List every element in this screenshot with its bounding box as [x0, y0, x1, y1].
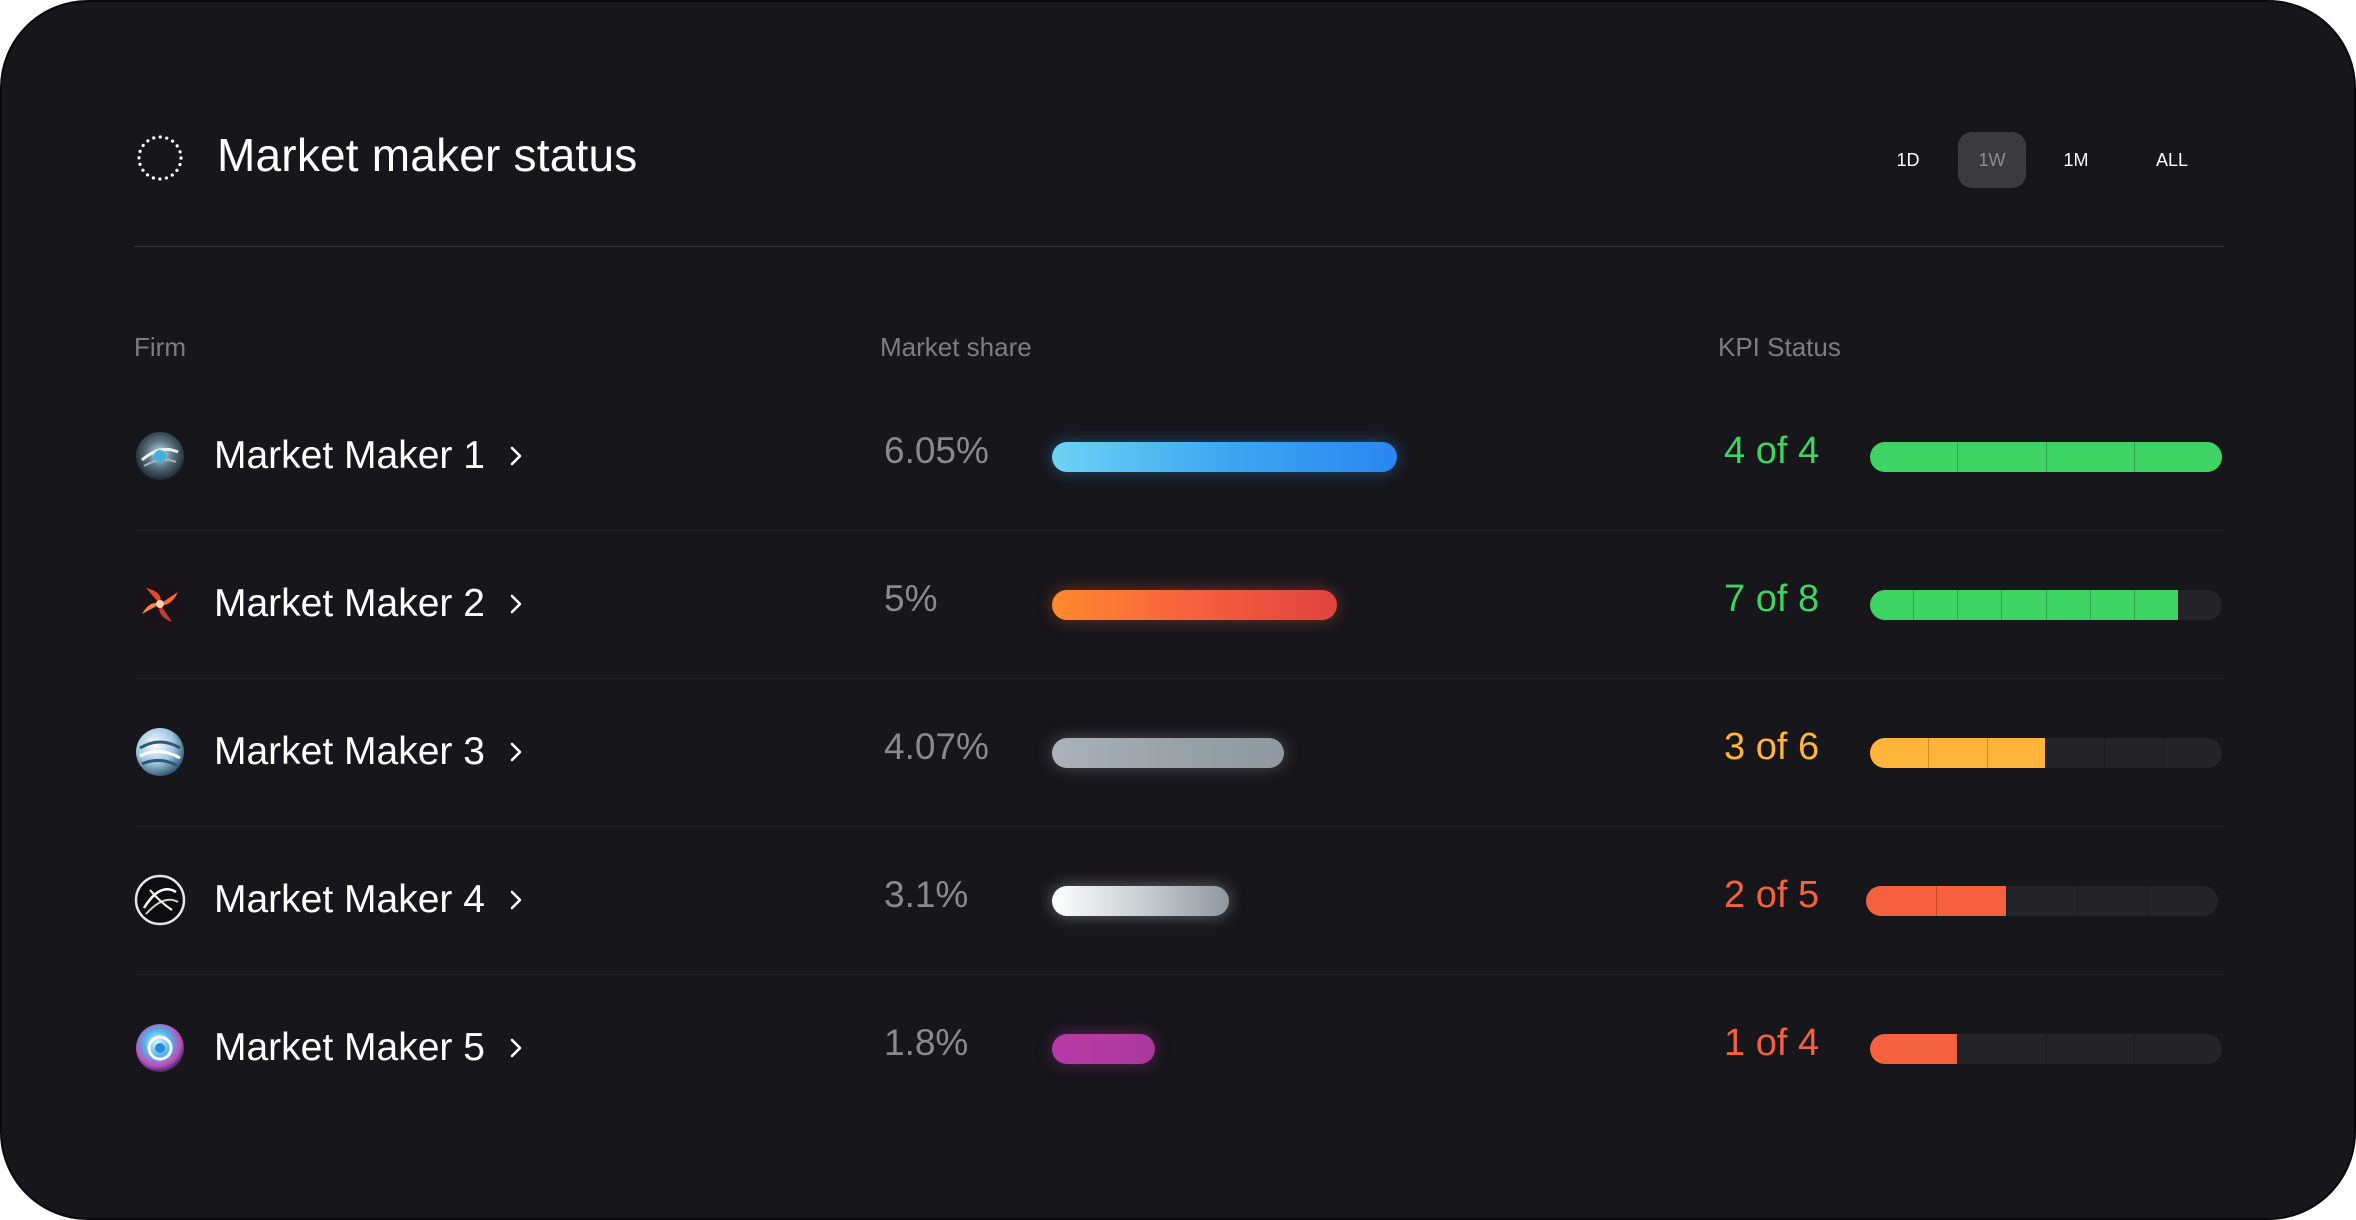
time-range-selector: 1D 1W 1M ALL	[1864, 132, 2220, 188]
chevron-right-icon	[510, 1038, 522, 1058]
firm-name: Market Maker 2	[214, 582, 485, 625]
firm-link[interactable]: Market Maker 3	[214, 724, 523, 780]
header-divider	[134, 246, 2224, 247]
kpi-segment-pending	[2147, 886, 2218, 916]
kpi-segment-complete	[1870, 738, 1928, 768]
avatar-2-icon	[136, 580, 184, 628]
kpi-segment-pending	[1957, 1034, 2045, 1064]
row-divider	[134, 974, 2224, 975]
chevron-right-icon	[510, 742, 522, 762]
market-share-value: 3.1%	[884, 874, 969, 915]
market-maker-row: Market Maker 1 6.05% 4 of 4	[2, 382, 2354, 530]
firm-link[interactable]: Market Maker 4	[214, 872, 523, 928]
range-1d-button[interactable]: 1D	[1896, 149, 1920, 170]
chevron-right-icon	[510, 890, 522, 910]
market-maker-row: Market Maker 2 5% 7 of 8	[2, 530, 2354, 678]
kpi-segment-complete	[2133, 442, 2222, 472]
kpi-status-value: 7 of 8	[1724, 578, 1820, 620]
firm-link[interactable]: Market Maker 5	[214, 1020, 523, 1076]
market-share-value: 4.07%	[884, 726, 989, 767]
kpi-segment-pending	[2045, 1034, 2134, 1064]
kpi-segment-complete	[1913, 590, 1958, 620]
market-share-bar	[1052, 1034, 1155, 1064]
market-maker-row: Market Maker 3 4.07% 3 of 6	[2, 678, 2354, 826]
column-header-firm: Firm	[134, 332, 186, 362]
kpi-status-value: 2 of 5	[1724, 874, 1820, 916]
kpi-status-value: 1 of 4	[1724, 1022, 1820, 1064]
kpi-segment-pending	[2133, 1034, 2222, 1064]
market-share-value: 1.8%	[884, 1022, 969, 1063]
kpi-segment-complete	[1866, 886, 1936, 916]
kpi-segment-complete	[2133, 590, 2178, 620]
market-share-bar	[1052, 738, 1285, 768]
kpi-segment-complete	[1870, 442, 1958, 472]
kpi-segment-complete	[1870, 1034, 1958, 1064]
column-header-market-share: Market share	[880, 332, 1032, 362]
market-maker-row: Market Maker 4 3.1% 2 of 5	[2, 826, 2354, 974]
page-title: Market maker status	[217, 129, 638, 181]
firm-link[interactable]: Market Maker 1	[214, 428, 523, 484]
kpi-segment-pending	[2163, 738, 2222, 768]
market-share-bar	[1052, 886, 1229, 916]
avatar-5-icon	[136, 1024, 184, 1072]
kpi-segment-complete	[1957, 590, 2002, 620]
column-header-kpi-status: KPI Status	[1718, 332, 1841, 362]
kpi-segment-pending	[2045, 738, 2104, 768]
market-share-bar	[1052, 590, 1338, 620]
kpi-segment-complete	[1870, 590, 1914, 620]
firm-name: Market Maker 5	[214, 1026, 485, 1069]
kpi-segment-pending	[2076, 886, 2148, 916]
range-all-button[interactable]: ALL	[2155, 149, 2189, 170]
firm-name: Market Maker 1	[214, 434, 485, 477]
kpi-segment-complete	[1927, 738, 1987, 768]
avatar-1-icon	[136, 432, 184, 480]
avatar-4-icon	[134, 874, 186, 926]
kpi-progress-bar	[1870, 442, 2222, 472]
firm-name: Market Maker 4	[214, 878, 485, 921]
kpi-segment-complete	[2089, 590, 2134, 620]
range-1w-button[interactable]: 1W	[1958, 132, 2026, 188]
kpi-progress-bar	[1870, 1034, 2222, 1064]
kpi-segment-complete	[2045, 442, 2134, 472]
dotted-circle-icon	[137, 135, 183, 181]
kpi-segment-pending	[2177, 590, 2222, 620]
market-maker-row: Market Maker 5 1.8% 1 of 4	[2, 974, 2354, 1122]
market-share-value: 6.05%	[884, 430, 989, 471]
firm-link[interactable]: Market Maker 2	[214, 576, 523, 632]
chevron-right-icon	[510, 446, 522, 466]
kpi-segment-complete	[1986, 738, 2046, 768]
kpi-segment-complete	[1935, 886, 2007, 916]
kpi-segment-pending	[2104, 738, 2163, 768]
kpi-progress-bar	[1870, 738, 2222, 768]
kpi-segment-complete	[1957, 442, 2046, 472]
range-1m-button[interactable]: 1M	[2063, 149, 2089, 170]
kpi-progress-bar	[1870, 590, 2222, 620]
market-share-value: 5%	[884, 578, 938, 619]
kpi-status-value: 4 of 4	[1724, 430, 1820, 472]
kpi-segment-pending	[2006, 886, 2077, 916]
kpi-progress-bar	[1866, 886, 2218, 916]
row-divider	[134, 826, 2224, 827]
row-divider	[134, 530, 2224, 531]
row-divider	[134, 678, 2224, 679]
market-share-bar	[1052, 442, 1397, 472]
kpi-segment-complete	[2045, 590, 2090, 620]
chevron-right-icon	[510, 594, 522, 614]
firm-name: Market Maker 3	[214, 730, 485, 773]
kpi-segment-complete	[2001, 590, 2046, 620]
kpi-status-value: 3 of 6	[1724, 726, 1820, 768]
avatar-3-icon	[136, 728, 184, 776]
